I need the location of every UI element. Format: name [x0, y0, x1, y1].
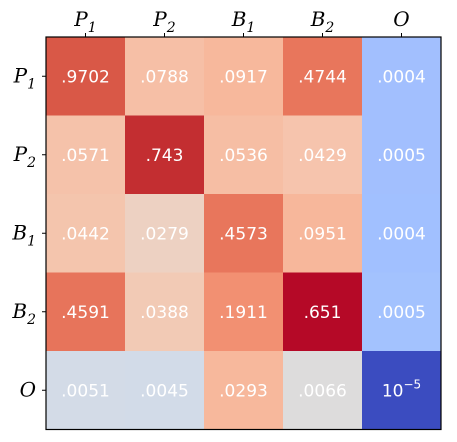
- cell-value-label: .0536: [219, 146, 268, 166]
- column-label: P1: [73, 7, 96, 36]
- heatmap-cell: [125, 194, 205, 273]
- heatmap-cell: [125, 351, 205, 430]
- label-subscript: 1: [88, 20, 97, 36]
- cell-value-label: .4744: [298, 67, 347, 87]
- label-base: P: [152, 7, 167, 31]
- cell-value-label: .4591: [61, 303, 110, 323]
- label-base: B: [310, 7, 326, 31]
- label-base: P: [13, 63, 28, 87]
- heatmap-cell: [125, 37, 205, 116]
- heatmap-cell: [125, 115, 205, 195]
- heatmap-cell: [283, 194, 363, 273]
- label-base: B: [11, 220, 27, 244]
- heatmap-cell: [204, 194, 284, 273]
- cell-value-label: .0004: [377, 67, 426, 87]
- heatmap-cell: [283, 351, 363, 430]
- power-exponent: −5: [403, 377, 421, 391]
- heatmap-cell: [46, 351, 126, 430]
- heatmap-cell: [362, 37, 442, 116]
- label-subscript: 1: [246, 20, 255, 36]
- cell-value-label: .0004: [377, 224, 426, 244]
- column-label: B2: [310, 7, 335, 36]
- cell-value-label: .0051: [61, 381, 110, 401]
- label-subscript: 2: [26, 155, 36, 171]
- axis-ticks: [42, 33, 402, 391]
- cell-value-label: .0279: [140, 224, 189, 244]
- heatmap-cell: [283, 115, 363, 195]
- heatmap-cell: [46, 115, 126, 195]
- row-label: B1: [11, 220, 36, 249]
- cell-value-label: 10−5: [382, 377, 421, 401]
- heatmap-cell: [125, 272, 205, 352]
- row-label: P1: [13, 63, 36, 92]
- label-base: B: [231, 7, 247, 31]
- heatmap-cell: [362, 272, 442, 352]
- label-base: P: [13, 142, 28, 166]
- cell-value-label: .1911: [219, 303, 268, 323]
- heatmap-cell: [204, 272, 284, 352]
- cell-value-label: .0429: [298, 146, 347, 166]
- cell-value-label: .743: [146, 146, 184, 166]
- label-subscript: 2: [166, 20, 176, 36]
- heatmap-cell: [283, 272, 363, 352]
- heatmap-cell: [362, 194, 442, 273]
- column-label: P2: [152, 7, 175, 36]
- heatmap-cell: [46, 194, 126, 273]
- heatmap-cell: [46, 272, 126, 352]
- cell-value-label: .651: [304, 303, 342, 323]
- cell-value-label: .0005: [377, 303, 426, 323]
- cell-value-label: .0917: [219, 67, 268, 87]
- column-label: O: [393, 7, 409, 31]
- cell-value-label: .0442: [61, 224, 110, 244]
- heatmap-cell: [204, 37, 284, 116]
- label-subscript: 1: [27, 233, 36, 249]
- label-base: O: [20, 377, 36, 401]
- label-subscript: 1: [27, 76, 36, 92]
- row-label: O: [20, 377, 36, 401]
- column-labels: P1 P2 B1 B2 O: [73, 7, 409, 36]
- cell-value-label: .0571: [61, 146, 110, 166]
- cell-value-label: .0951: [298, 224, 347, 244]
- heatmap-cell: [46, 37, 126, 116]
- heatmap-cell: [204, 115, 284, 195]
- cell-value-label: .4573: [219, 224, 268, 244]
- label-base: P: [73, 7, 88, 31]
- cell-value-label: .9702: [61, 67, 110, 87]
- cell-value-label: .0293: [219, 381, 268, 401]
- label-subscript: 2: [324, 20, 334, 36]
- cell-value-label: .0388: [140, 303, 189, 323]
- cell-value-label: .0788: [140, 67, 189, 87]
- cell-value-label: .0005: [377, 146, 426, 166]
- column-label: B1: [231, 7, 256, 36]
- label-subscript: 2: [26, 312, 36, 328]
- heatmap-cell: [283, 37, 363, 116]
- label-base: O: [393, 7, 409, 31]
- power-base: 10: [382, 381, 404, 401]
- label-base: B: [11, 299, 27, 323]
- row-label: B2: [11, 299, 36, 328]
- cell-value-label: .0066: [298, 381, 347, 401]
- row-label: P2: [13, 142, 36, 171]
- heatmap-cell: [362, 351, 442, 430]
- heatmap-cell: [362, 115, 442, 195]
- cell-value-label: .0045: [140, 381, 189, 401]
- heatmap-cells: .9702 .0788 .0917 .4744 .0004 .0571 .743 .0536.…: [46, 37, 442, 430]
- heatmap-cell: [204, 351, 284, 430]
